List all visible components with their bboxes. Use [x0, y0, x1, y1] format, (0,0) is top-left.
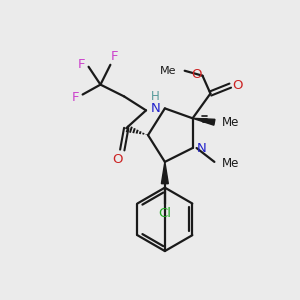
Text: Me: Me: [222, 158, 240, 170]
Text: Me: Me: [160, 66, 177, 76]
Text: N: N: [196, 142, 206, 154]
Text: F: F: [111, 50, 118, 63]
Polygon shape: [193, 118, 215, 125]
Text: O: O: [112, 153, 123, 167]
Text: N: N: [151, 102, 161, 115]
Polygon shape: [161, 162, 168, 184]
Text: F: F: [72, 91, 80, 104]
Text: Cl: Cl: [158, 207, 171, 220]
Text: Me: Me: [222, 116, 240, 129]
Text: F: F: [78, 58, 85, 71]
Text: H: H: [151, 90, 160, 103]
Text: O: O: [232, 79, 242, 92]
Text: O: O: [191, 68, 202, 81]
